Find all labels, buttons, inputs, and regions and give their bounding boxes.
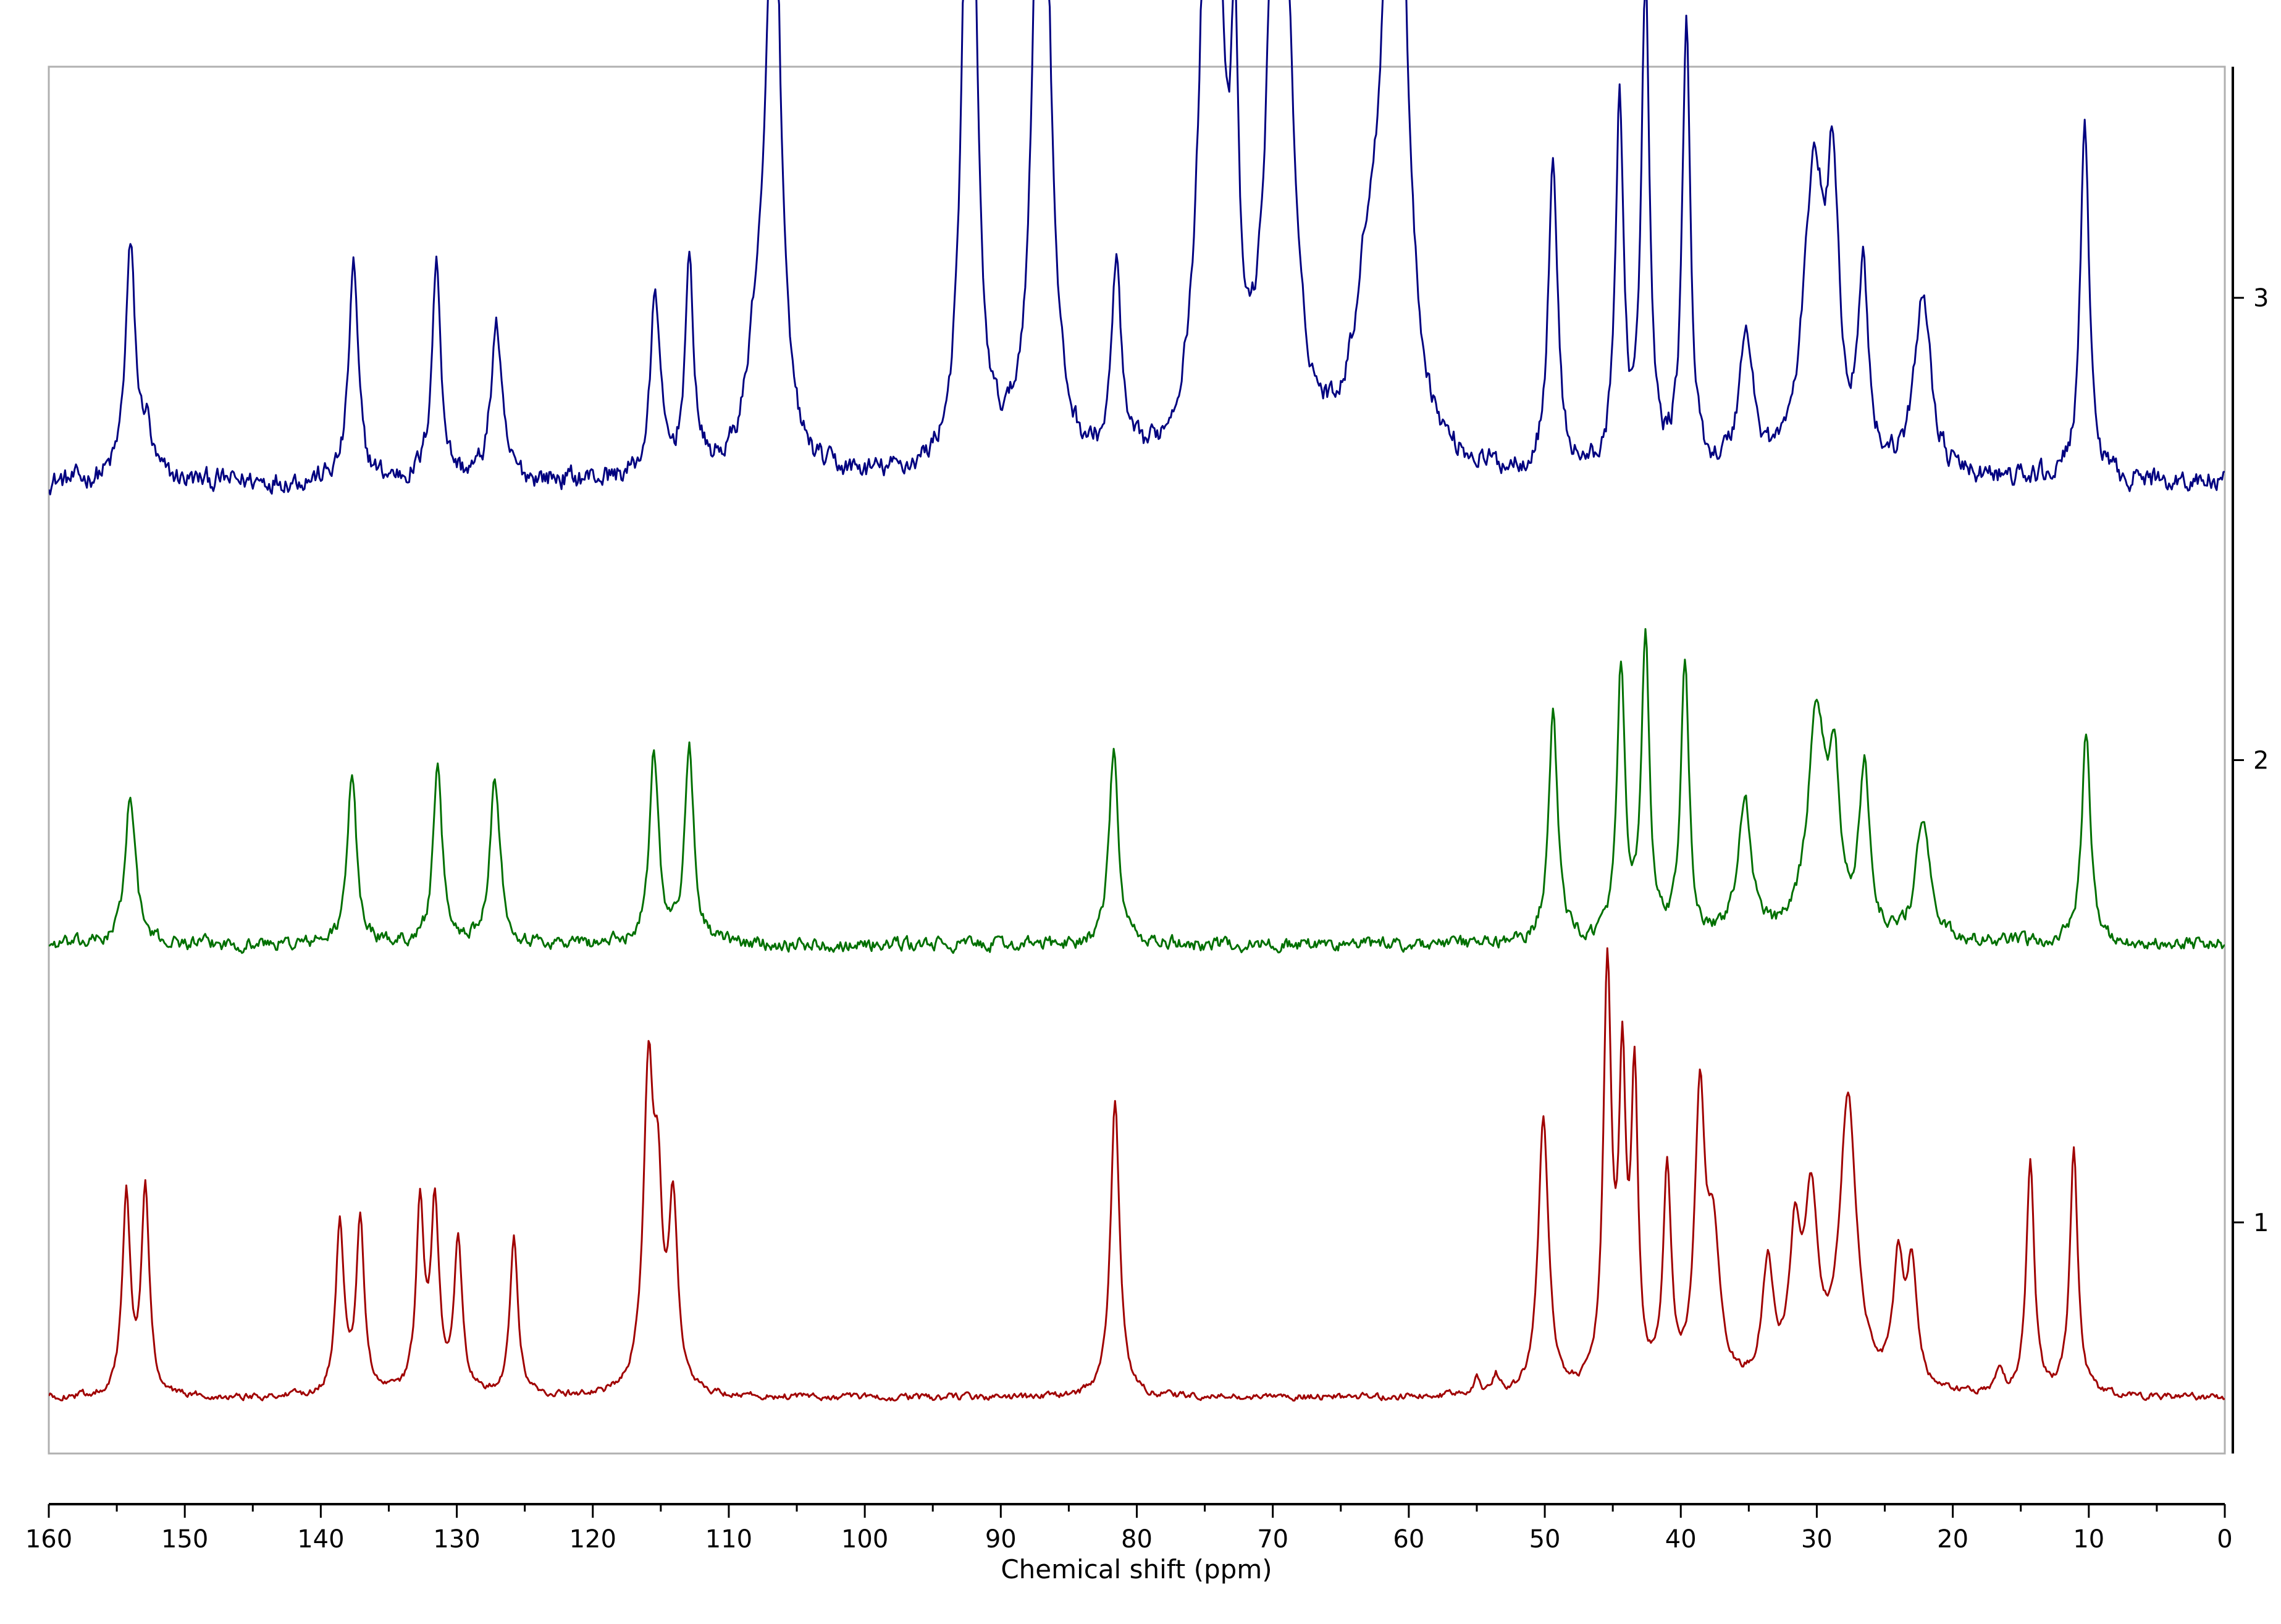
- x-tick-label: 40: [1665, 1525, 1697, 1554]
- spectrum-series-2: [49, 628, 2225, 954]
- x-tick-label: 10: [2073, 1525, 2104, 1554]
- x-ticks: 160 150 140 130 120 110 100 90 80 70 60 50 40 30 20 10 0: [25, 1504, 2233, 1554]
- y-ticks: 1 2 3: [2233, 284, 2269, 1237]
- x-tick-label: 0: [2217, 1525, 2232, 1554]
- x-tick-label: 20: [1937, 1525, 1968, 1554]
- y-tick-label: 1: [2253, 1209, 2269, 1237]
- x-tick-label: 110: [705, 1525, 752, 1554]
- x-tick-label: 60: [1393, 1525, 1424, 1554]
- x-tick-label: 130: [433, 1525, 480, 1554]
- x-axis-title: Chemical shift (ppm): [1001, 1554, 1272, 1584]
- x-tick-label: 80: [1121, 1525, 1153, 1554]
- plot-frame: [48, 65, 2226, 1455]
- x-tick-label: 100: [841, 1525, 888, 1554]
- spectrum-series-1: [49, 947, 2225, 1402]
- series-layer: [49, 0, 2225, 1402]
- x-tick-label: 160: [25, 1525, 72, 1554]
- x-tick-label: 140: [297, 1525, 344, 1554]
- x-tick-label: 70: [1257, 1525, 1288, 1554]
- x-tick-label: 120: [569, 1525, 616, 1554]
- y-tick-label: 2: [2253, 747, 2269, 775]
- x-tick-label: 30: [1801, 1525, 1833, 1554]
- x-tick-label: 90: [985, 1525, 1017, 1554]
- x-tick-label: 150: [161, 1525, 208, 1554]
- x-tick-label: 50: [1529, 1525, 1561, 1554]
- y-tick-label: 3: [2253, 284, 2269, 313]
- spectrum-series-3: [49, 0, 2225, 495]
